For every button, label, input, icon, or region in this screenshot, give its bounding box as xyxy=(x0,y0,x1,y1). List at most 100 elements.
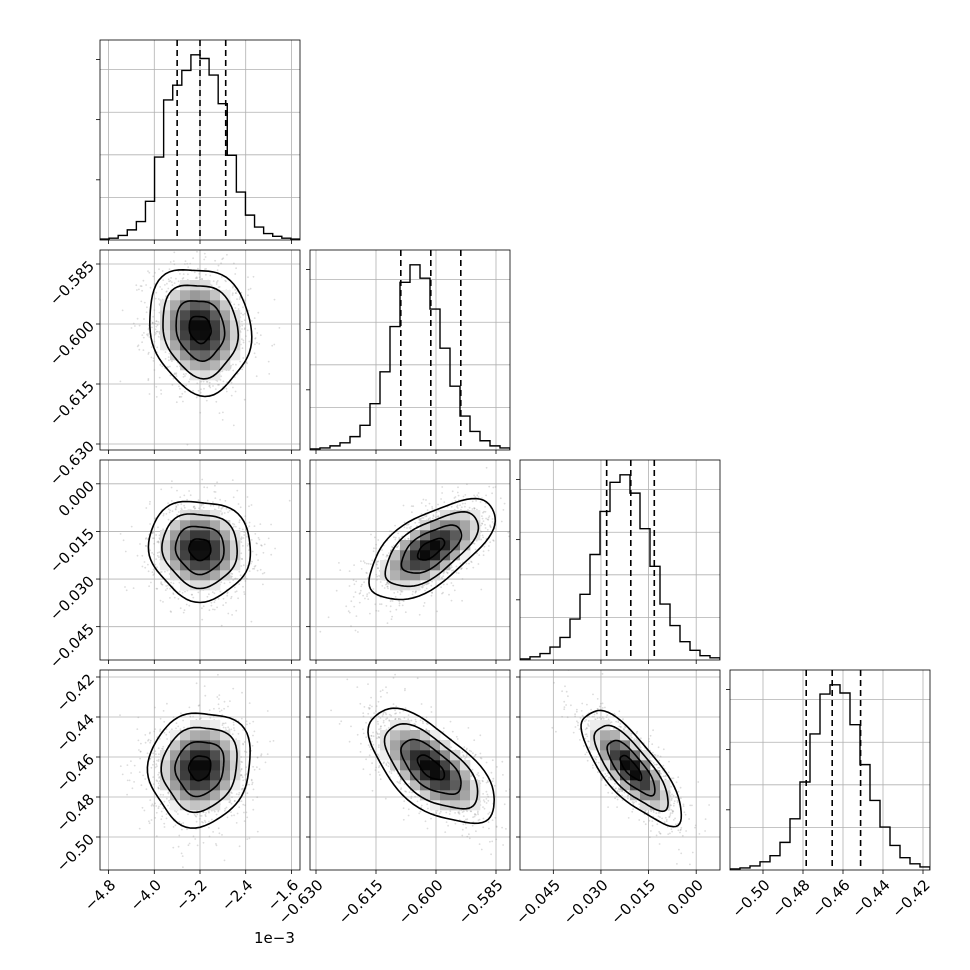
scatter-panel-2-1 xyxy=(306,459,511,664)
scatter-point xyxy=(471,500,474,503)
scatter-point xyxy=(402,600,405,603)
scatter-point xyxy=(385,555,388,558)
density-cell xyxy=(210,580,221,591)
scatter-point xyxy=(381,549,383,551)
scatter-point xyxy=(119,380,122,383)
scatter-point xyxy=(218,383,220,386)
scatter-point xyxy=(235,267,238,270)
scatter-point xyxy=(425,587,428,590)
density-cell xyxy=(190,370,201,381)
scatter-point xyxy=(257,537,260,539)
scatter-point xyxy=(240,536,243,539)
scatter-point xyxy=(133,764,136,767)
density-cell xyxy=(160,340,171,351)
scatter-point xyxy=(211,288,214,291)
scatter-point xyxy=(222,726,225,729)
scatter-point xyxy=(214,259,217,262)
scatter-point xyxy=(389,610,392,613)
scatter-point xyxy=(352,596,355,598)
scatter-point xyxy=(474,548,477,551)
scatter-point xyxy=(378,574,380,577)
scatter-point xyxy=(142,349,145,351)
density-cell xyxy=(220,550,231,561)
scatter-point xyxy=(250,539,253,541)
scatter-point xyxy=(457,494,460,497)
scatter-point xyxy=(173,263,176,266)
scatter-point xyxy=(169,374,172,377)
scatter-point xyxy=(462,495,465,498)
scatter-point xyxy=(232,496,235,499)
scatter-point xyxy=(136,289,138,291)
scatter-point xyxy=(425,499,427,501)
scatter-point xyxy=(459,504,461,507)
scatter-point xyxy=(241,324,244,327)
scatter-point xyxy=(425,515,427,518)
scatter-point xyxy=(418,613,421,616)
scatter-point xyxy=(136,554,139,557)
scatter-point xyxy=(216,280,219,282)
scatter-point xyxy=(215,281,218,284)
scatter-point xyxy=(155,779,158,782)
scatter-point xyxy=(394,524,396,527)
density-cell xyxy=(160,540,171,551)
scatter-point xyxy=(241,787,244,790)
scatter-point xyxy=(149,549,151,552)
scatter-point xyxy=(167,502,170,504)
density-cell xyxy=(440,540,451,551)
scatter-point xyxy=(154,517,157,520)
scatter-point xyxy=(483,510,485,513)
scatter-point xyxy=(145,284,148,286)
scatter-point xyxy=(234,390,237,393)
scatter-point xyxy=(205,268,208,270)
scatter-point xyxy=(226,816,229,819)
scatter-point xyxy=(143,561,146,563)
scatter-point xyxy=(175,722,178,725)
scatter-point xyxy=(208,384,211,387)
histogram-step xyxy=(310,264,510,450)
scatter-point xyxy=(179,273,181,275)
scatter-point xyxy=(244,580,247,582)
scatter-point xyxy=(162,279,165,281)
scatter-point xyxy=(252,734,254,737)
scatter-point xyxy=(167,584,169,587)
scatter-point xyxy=(178,581,181,584)
scatter-point xyxy=(153,340,156,343)
scatter-point xyxy=(360,560,362,563)
scatter-point xyxy=(160,393,163,395)
scatter-point xyxy=(233,586,236,589)
scatter-point xyxy=(201,503,203,506)
density-cell xyxy=(450,540,461,551)
scatter-point xyxy=(480,588,483,591)
scatter-point xyxy=(146,333,148,336)
scatter-point xyxy=(150,581,152,584)
scatter-point xyxy=(252,567,254,570)
scatter-point xyxy=(143,809,146,812)
scatter-point xyxy=(242,564,245,567)
scatter-point xyxy=(160,389,162,392)
scatter-point xyxy=(352,579,355,582)
scatter-point xyxy=(359,592,362,594)
scatter-point xyxy=(445,571,448,573)
scatter-point xyxy=(273,343,276,346)
scatter-point xyxy=(216,380,219,382)
scatter-point xyxy=(214,491,217,493)
scatter-point xyxy=(164,284,166,286)
scatter-point xyxy=(247,276,249,279)
density-cell xyxy=(180,310,191,321)
scatter-point xyxy=(473,507,476,510)
scatter-point xyxy=(243,319,246,322)
scatter-point xyxy=(235,609,238,612)
scatter-point xyxy=(158,303,161,305)
scatter-point xyxy=(157,335,160,338)
panel-frame xyxy=(309,459,511,661)
density-cell xyxy=(230,330,241,341)
scatter-point xyxy=(208,385,211,387)
scatter-point xyxy=(221,512,224,515)
scatter-point xyxy=(171,510,174,513)
scatter-point xyxy=(195,276,198,279)
scatter-point xyxy=(201,278,203,280)
scatter-point xyxy=(484,506,486,508)
scatter-point xyxy=(212,501,214,503)
scatter-point xyxy=(246,544,249,547)
